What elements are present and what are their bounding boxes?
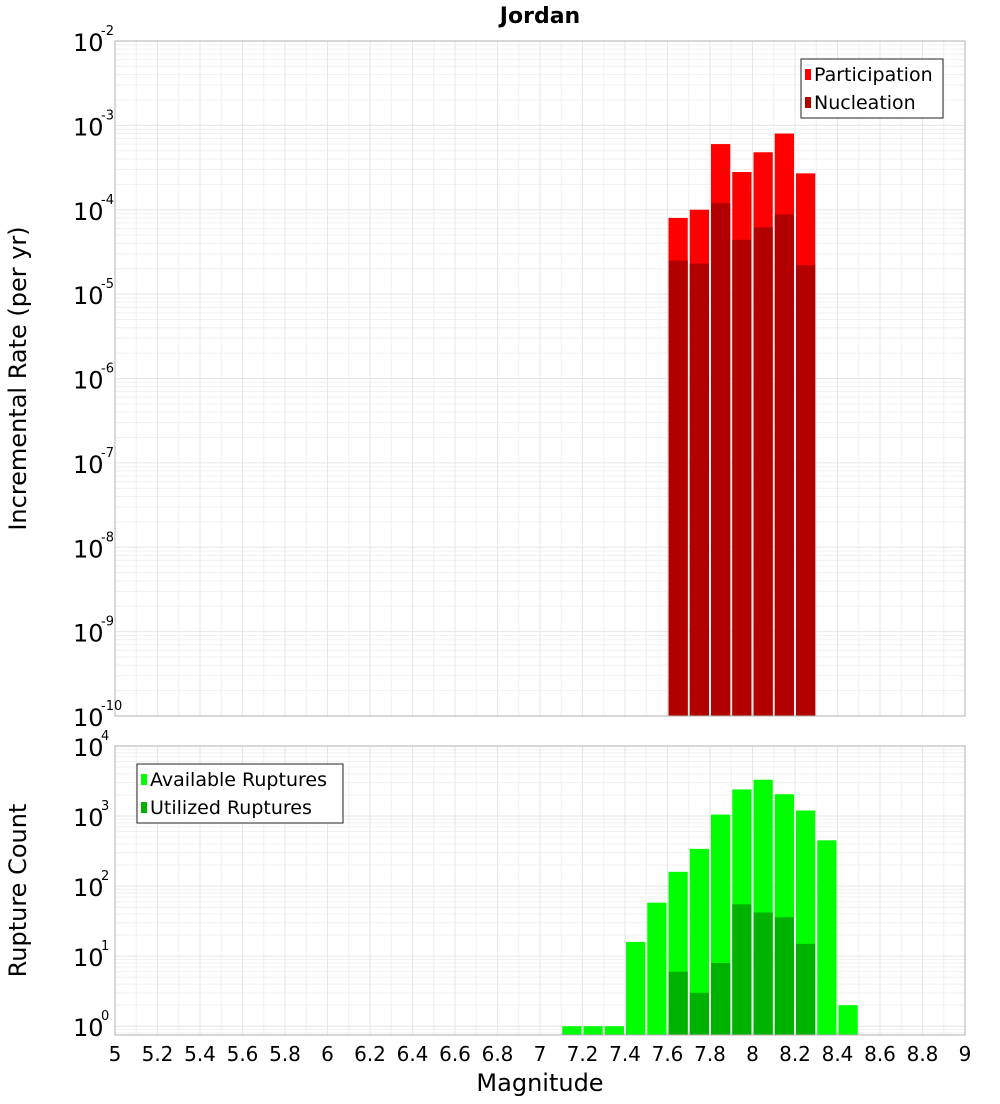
bar-nucleation — [753, 227, 773, 716]
bar-available-ruptures — [817, 840, 837, 1035]
legend-label: Available Ruptures — [150, 769, 327, 791]
bar-utilized-ruptures — [732, 904, 752, 1035]
y-tick-exponent: -4 — [101, 193, 114, 208]
bar-nucleation — [668, 260, 688, 716]
bar-available-ruptures — [562, 1026, 582, 1035]
y-tick-label: 10 — [73, 804, 104, 832]
y-tick-exponent: 1 — [101, 939, 109, 954]
y-axis-title: Rupture Count — [4, 804, 32, 978]
y-tick-label: 10 — [73, 874, 104, 902]
plot-frame-2 — [114, 745, 966, 1036]
x-tick-label: 7.6 — [652, 1042, 684, 1066]
legend-label: Utilized Ruptures — [150, 797, 312, 819]
bar-nucleation — [796, 265, 816, 716]
y-tick-label: 10 — [73, 198, 104, 226]
plot-frame-1 — [114, 40, 966, 717]
y-tick-exponent: -7 — [101, 446, 114, 461]
x-tick-label: 5 — [109, 1042, 122, 1066]
y-tick-label: 10 — [73, 535, 104, 563]
bar-nucleation — [711, 203, 731, 716]
y-tick-exponent: 0 — [101, 1009, 109, 1024]
x-tick-label: 7.4 — [609, 1042, 641, 1066]
x-tick-label: 8.8 — [907, 1042, 939, 1066]
y-tick-exponent: -8 — [101, 530, 114, 545]
y-tick-label: 10 — [73, 451, 104, 479]
x-tick-label: 6 — [321, 1042, 334, 1066]
x-tick-label: 5.2 — [142, 1042, 174, 1066]
bar-utilized-ruptures — [796, 943, 816, 1035]
y-tick-exponent: -9 — [101, 615, 114, 630]
bar-available-ruptures — [604, 1026, 624, 1035]
bar-nucleation — [689, 263, 709, 716]
y-tick-label: 10 — [73, 113, 104, 141]
y-tick-exponent: -3 — [101, 108, 114, 123]
x-tick-label: 6.6 — [439, 1042, 471, 1066]
legend-box — [136, 763, 344, 824]
bar-utilized-ruptures — [668, 971, 688, 1035]
bar-available-ruptures — [838, 1005, 858, 1035]
bar-available-ruptures — [689, 848, 709, 1035]
y-tick-exponent: 2 — [101, 869, 109, 884]
legend-label: Nucleation — [814, 92, 916, 114]
y-tick-label: 10 — [73, 367, 104, 395]
x-tick-label: 6.4 — [397, 1042, 429, 1066]
bar-utilized-ruptures — [753, 912, 773, 1035]
x-tick-label: 5.4 — [184, 1042, 216, 1066]
x-tick-label: 8.2 — [779, 1042, 811, 1066]
x-axis-title: Magnitude — [476, 1069, 603, 1097]
y-tick-label: 10 — [73, 734, 104, 762]
y-tick-label: 10 — [73, 1014, 104, 1042]
x-tick-label: 6.2 — [354, 1042, 386, 1066]
y-axis-title: Incremental Rate (per yr) — [4, 226, 32, 530]
x-tick-label: 5.6 — [227, 1042, 259, 1066]
y-tick-label: 10 — [73, 620, 104, 648]
x-tick-label: 9 — [959, 1042, 972, 1066]
y-tick-label: 10 — [73, 282, 104, 310]
legend-label: Participation — [814, 64, 933, 86]
bar-utilized-ruptures — [689, 992, 709, 1035]
x-tick-label: 8.4 — [822, 1042, 854, 1066]
legend-box — [800, 58, 944, 119]
x-tick-label: 5.8 — [269, 1042, 301, 1066]
x-tick-label: 6.8 — [482, 1042, 514, 1066]
bar-utilized-ruptures — [711, 962, 731, 1035]
bar-utilized-ruptures — [774, 917, 794, 1035]
x-tick-label: 7 — [534, 1042, 547, 1066]
y-tick-label: 10 — [73, 944, 104, 972]
y-tick-exponent: -6 — [101, 362, 114, 377]
chart-title: Jordan — [498, 4, 580, 29]
y-tick-label: 10 — [73, 29, 104, 57]
legend-swatch-participation — [805, 69, 811, 80]
bar-available-ruptures — [647, 902, 667, 1035]
legend-swatch-utilized-ruptures — [141, 802, 147, 813]
bar-available-ruptures — [583, 1026, 603, 1035]
y-tick-exponent: -5 — [101, 277, 114, 292]
y-tick-exponent: -2 — [101, 24, 114, 39]
bar-available-ruptures — [626, 941, 646, 1035]
x-tick-label: 7.8 — [694, 1042, 726, 1066]
y-tick-exponent: 4 — [101, 729, 109, 744]
legend-swatch-nucleation — [805, 97, 811, 108]
x-tick-label: 8.6 — [864, 1042, 896, 1066]
legend-swatch-available-ruptures — [141, 774, 147, 785]
x-tick-label: 7.2 — [567, 1042, 599, 1066]
bar-nucleation — [774, 214, 794, 717]
y-tick-exponent: 3 — [101, 799, 109, 814]
x-tick-label: 8 — [746, 1042, 759, 1066]
bar-nucleation — [732, 239, 752, 716]
y-tick-exponent: -10 — [101, 699, 122, 714]
y-tick-label: 10 — [73, 704, 104, 732]
